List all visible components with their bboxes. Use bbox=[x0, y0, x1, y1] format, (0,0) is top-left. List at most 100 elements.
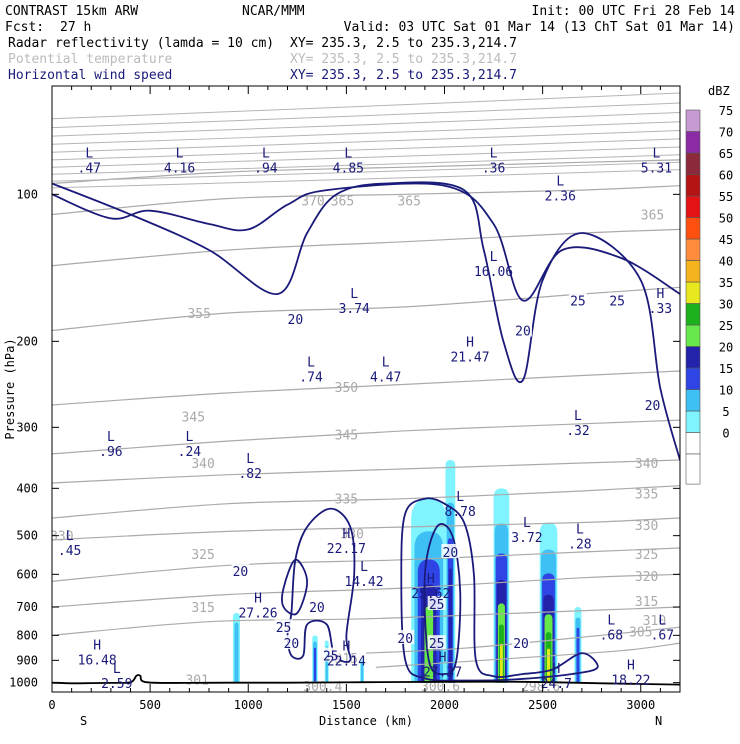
theta-label: 365 bbox=[331, 195, 354, 210]
extremum-letter: L bbox=[490, 250, 498, 265]
theta-label: 325 bbox=[191, 548, 214, 563]
wind-label: 20 bbox=[513, 637, 529, 652]
fcst-label: Fcst: bbox=[5, 20, 44, 35]
colorbar-segment bbox=[685, 432, 701, 455]
theta-contour bbox=[52, 419, 680, 455]
y-tick-label: 800 bbox=[16, 628, 38, 642]
colorbar-segment bbox=[685, 238, 701, 261]
extremum-letter: L bbox=[246, 452, 254, 467]
wind-label-bg bbox=[321, 647, 340, 662]
extremum-value: .24 bbox=[178, 445, 202, 460]
extremum-value: .32 bbox=[566, 424, 589, 439]
theta-contour bbox=[52, 185, 680, 216]
theta-label: 365 bbox=[397, 195, 420, 210]
reflectivity-cell bbox=[574, 607, 582, 683]
axes-layer: 100 200 300 400 500 600 700 800 900 1000 0 500 1000 1… bbox=[9, 86, 680, 712]
x-tick-label: 2500 bbox=[528, 698, 557, 712]
extremum-value: 3.72 bbox=[511, 531, 542, 546]
theta-contour bbox=[52, 286, 680, 332]
extremum-letter: L bbox=[107, 430, 115, 445]
extremum-value: 24.7 bbox=[541, 677, 572, 692]
extremum-marker: L.82 bbox=[238, 452, 261, 482]
extremum-value: 25.62 bbox=[411, 587, 450, 602]
colorbar-label: 45 bbox=[719, 233, 733, 247]
extremum-marker: L.68 bbox=[600, 613, 623, 643]
wind-label-bg bbox=[512, 635, 531, 650]
extremum-letter: L bbox=[574, 409, 582, 424]
reflectivity-band bbox=[500, 643, 503, 683]
extremum-value: 4.47 bbox=[370, 370, 401, 385]
extremum-marker: L3.72 bbox=[511, 516, 542, 546]
extremum-letter: L bbox=[490, 146, 498, 161]
wind-contour-20 bbox=[400, 497, 599, 682]
theta-contour bbox=[52, 606, 680, 636]
x-axis-label: Distance (km) bbox=[319, 714, 413, 728]
extrema-layer: L.47L4.16L.94L4.85L.36L2.36L5.31L16.06L3… bbox=[58, 146, 674, 692]
extremum-value: 16.06 bbox=[474, 265, 513, 280]
wind-label: 25 bbox=[429, 637, 445, 652]
colorbar: 0 5 10 15 20 25 30 35 40 45 50 55 60 65 70 75 bbox=[685, 104, 733, 485]
extremum-letter: L bbox=[85, 146, 93, 161]
theta-label: 330 bbox=[50, 530, 73, 545]
extremum-value: 18.22 bbox=[611, 674, 650, 689]
colorbar-segment bbox=[685, 281, 701, 304]
theta-label: 330 bbox=[635, 519, 658, 534]
terrain-layer bbox=[52, 674, 680, 686]
extremum-marker: L.47 bbox=[78, 146, 101, 176]
extremum-value: 22.17 bbox=[327, 542, 366, 557]
extremum-marker: L2.36 bbox=[545, 175, 576, 205]
theta-label: 370 bbox=[301, 195, 324, 210]
extremum-value: .67 bbox=[651, 628, 674, 643]
theta-contour bbox=[52, 112, 680, 137]
extremum-value: 8.78 bbox=[445, 505, 476, 520]
theta-label: 335 bbox=[335, 493, 358, 508]
field-xy-wind: XY= 235.3, 2.5 to 235.3,214.7 bbox=[290, 68, 517, 83]
colorbar-label: 35 bbox=[719, 276, 733, 290]
theta-contour bbox=[52, 92, 680, 120]
extremum-letter: H bbox=[439, 650, 447, 665]
y-tick-label: 1000 bbox=[9, 676, 38, 690]
extremum-value: 27.26 bbox=[238, 606, 277, 621]
y-tick-label: 600 bbox=[16, 567, 38, 581]
theta-contour bbox=[52, 573, 680, 608]
theta-label: 340 bbox=[635, 457, 658, 472]
theta-label: 301 bbox=[185, 673, 208, 688]
extremum-letter: L bbox=[66, 529, 74, 544]
theta-label: 305 bbox=[629, 625, 652, 640]
extremum-value: .94 bbox=[254, 161, 278, 176]
theta-contour bbox=[52, 517, 680, 541]
y-tick-label: 200 bbox=[16, 334, 38, 348]
extremum-marker: L2.59 bbox=[101, 662, 132, 692]
wind-label: 20 bbox=[233, 565, 249, 580]
wind-label-bg bbox=[441, 543, 460, 558]
extremum-letter: H bbox=[342, 527, 350, 542]
extremum-letter: L bbox=[653, 146, 661, 161]
theta-label: 300.6 bbox=[421, 680, 460, 695]
colorbar-segment bbox=[685, 174, 701, 197]
colorbar-label: 0 bbox=[722, 427, 729, 441]
extremum-value: 5.31 bbox=[641, 161, 672, 176]
colorbar-label: 20 bbox=[719, 341, 733, 355]
theta-label: 320 bbox=[635, 570, 658, 585]
theta-contour bbox=[52, 169, 680, 189]
colorbar-label: 5 bbox=[722, 405, 729, 419]
colorbar-segment bbox=[685, 324, 701, 347]
colorbar-segment bbox=[685, 131, 701, 154]
init-time: Init: 00 UTC Fri 28 Feb 14 bbox=[532, 4, 736, 19]
theta-contour bbox=[52, 138, 680, 161]
wind-label-bg bbox=[286, 310, 305, 325]
extremum-letter: L bbox=[185, 430, 193, 445]
wind-label: 20 bbox=[645, 399, 661, 414]
extremum-value: 16.48 bbox=[78, 653, 117, 668]
colorbar-segment bbox=[685, 389, 701, 412]
colorbar-segment bbox=[685, 367, 701, 390]
extremum-value: .28 bbox=[568, 538, 591, 553]
wind-label-bg bbox=[643, 396, 662, 411]
colorbar-label: 55 bbox=[719, 190, 733, 204]
extremum-marker: L5.31 bbox=[641, 146, 672, 176]
wind-label: 25 bbox=[609, 295, 625, 310]
reflectivity-cell bbox=[360, 660, 365, 683]
theta-label: 340 bbox=[191, 457, 214, 472]
theta-label: 315 bbox=[191, 601, 214, 616]
